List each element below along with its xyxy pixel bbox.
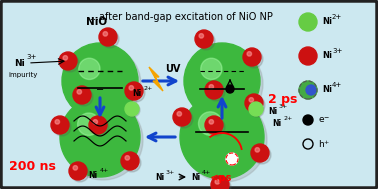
Circle shape (201, 58, 222, 80)
Text: Ni: Ni (322, 85, 332, 94)
Circle shape (69, 162, 87, 180)
Text: ...after band-gap excitation of NiO NP: ...after band-gap excitation of NiO NP (90, 12, 273, 22)
Circle shape (209, 120, 214, 124)
Circle shape (211, 176, 229, 189)
Text: 4+: 4+ (100, 167, 109, 173)
Circle shape (205, 81, 223, 99)
Circle shape (197, 32, 215, 50)
Circle shape (187, 46, 263, 122)
Text: Ni: Ni (272, 119, 281, 128)
Text: 200 ns: 200 ns (9, 160, 56, 174)
Text: 2 ps: 2 ps (268, 92, 297, 105)
Text: 2+: 2+ (143, 85, 152, 91)
Circle shape (126, 103, 140, 117)
Circle shape (299, 13, 317, 31)
Circle shape (65, 46, 141, 122)
Circle shape (299, 47, 317, 65)
Circle shape (93, 120, 98, 124)
Circle shape (226, 85, 234, 93)
Circle shape (60, 97, 140, 177)
Circle shape (61, 54, 79, 72)
Circle shape (62, 43, 138, 119)
Circle shape (226, 153, 238, 165)
Text: 4+: 4+ (202, 170, 211, 176)
Text: 3+: 3+ (26, 54, 36, 60)
Circle shape (243, 48, 261, 66)
Circle shape (75, 88, 93, 106)
Circle shape (303, 115, 313, 125)
Circle shape (183, 98, 267, 182)
Circle shape (73, 86, 91, 104)
Circle shape (89, 116, 107, 134)
Circle shape (180, 95, 264, 179)
Text: Ni: Ni (322, 18, 332, 26)
Circle shape (63, 100, 143, 180)
Circle shape (77, 90, 82, 94)
Text: 2+: 2+ (332, 14, 342, 20)
Circle shape (71, 164, 89, 182)
Circle shape (213, 178, 231, 189)
Circle shape (59, 52, 77, 70)
Text: Ni: Ni (155, 174, 164, 183)
Circle shape (127, 84, 145, 102)
Text: Ni: Ni (191, 174, 200, 183)
Circle shape (247, 96, 265, 114)
Circle shape (249, 102, 263, 116)
Circle shape (79, 58, 100, 80)
Circle shape (245, 50, 263, 68)
Text: <ps: <ps (207, 173, 231, 183)
Circle shape (125, 82, 143, 100)
Circle shape (91, 118, 109, 136)
Text: Ni: Ni (268, 106, 277, 115)
Text: 4+: 4+ (332, 82, 342, 88)
Circle shape (175, 110, 193, 128)
Text: Ni: Ni (88, 170, 97, 180)
Circle shape (250, 103, 264, 117)
Circle shape (207, 83, 225, 101)
Circle shape (247, 52, 251, 56)
Text: 3+: 3+ (332, 48, 342, 54)
Circle shape (215, 180, 220, 184)
Circle shape (253, 146, 271, 164)
Text: h$^{+}$: h$^{+}$ (318, 138, 330, 150)
Circle shape (55, 120, 60, 124)
Circle shape (121, 152, 139, 170)
Text: impurity: impurity (8, 72, 37, 78)
Circle shape (306, 85, 316, 95)
Circle shape (198, 112, 222, 135)
Circle shape (207, 118, 225, 136)
Circle shape (99, 28, 117, 46)
Text: e$^{-}$: e$^{-}$ (318, 115, 330, 125)
Circle shape (73, 166, 77, 170)
Circle shape (77, 113, 100, 135)
Circle shape (255, 148, 260, 152)
Circle shape (195, 30, 213, 48)
Circle shape (103, 32, 108, 36)
Circle shape (245, 94, 263, 112)
Circle shape (173, 108, 191, 126)
Text: 3+: 3+ (166, 170, 175, 176)
Circle shape (209, 85, 214, 89)
Circle shape (53, 118, 71, 136)
Text: UV: UV (165, 64, 180, 74)
Circle shape (299, 81, 317, 99)
Text: $-$: $-$ (95, 83, 105, 93)
Circle shape (129, 86, 133, 90)
Text: Ni: Ni (132, 88, 141, 98)
Circle shape (251, 144, 269, 162)
Text: Ni: Ni (14, 59, 25, 67)
Circle shape (123, 154, 141, 172)
Circle shape (125, 102, 139, 116)
Circle shape (177, 112, 181, 116)
Circle shape (184, 43, 260, 119)
Text: Ni: Ni (322, 51, 332, 60)
Circle shape (63, 56, 68, 60)
Circle shape (51, 116, 69, 134)
Polygon shape (149, 67, 163, 91)
Circle shape (101, 30, 119, 48)
Text: NiO: NiO (86, 17, 107, 27)
Text: 3+: 3+ (279, 104, 288, 108)
Circle shape (205, 116, 223, 134)
Text: 2+: 2+ (283, 115, 292, 121)
